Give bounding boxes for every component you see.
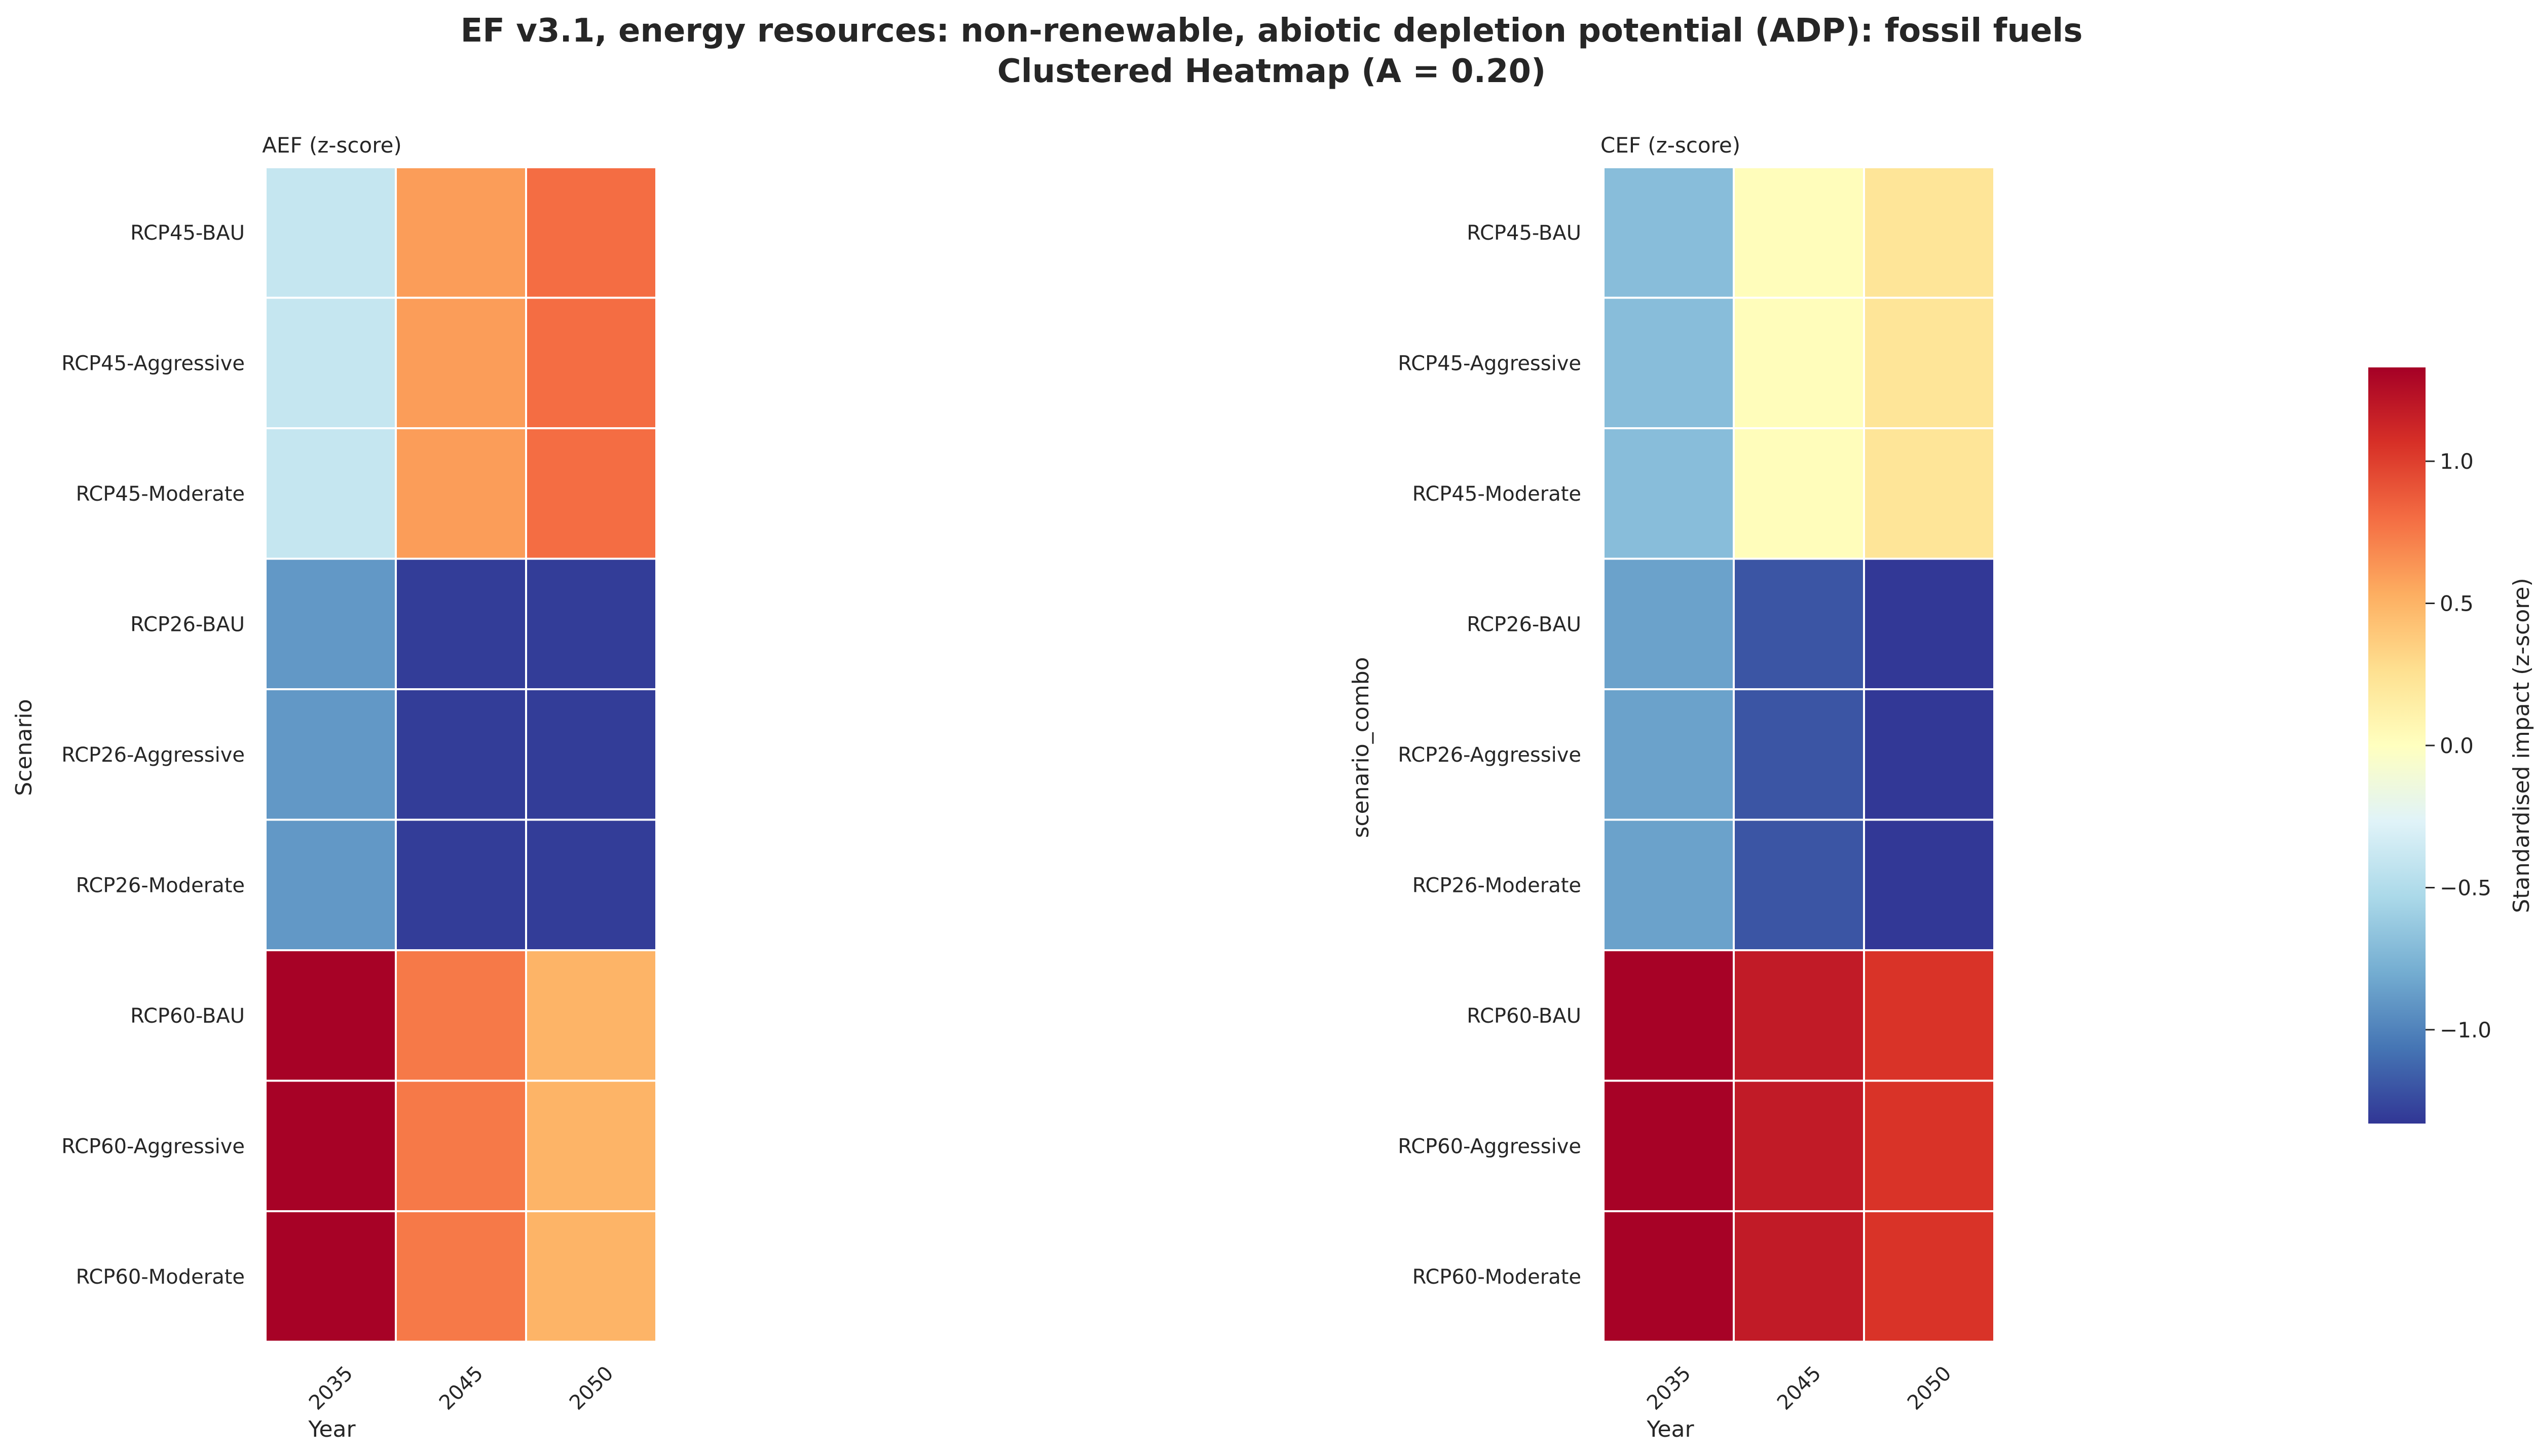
aef-cell-grid xyxy=(265,166,657,1343)
cef-x-axis-label: Year xyxy=(1646,1416,1694,1442)
aef-cell-r7-c2 xyxy=(525,1079,657,1212)
aef-cell-r4-c0 xyxy=(265,688,397,821)
aef-cell-r3-c1 xyxy=(395,557,527,690)
aef-cell-r0-c1 xyxy=(395,166,527,299)
cef-cell-r2-c2 xyxy=(1863,427,1995,560)
aef-heatmap-panel: AEF (z-score) RCP45-BAURCP45-AggressiveR… xyxy=(11,133,657,1442)
cef-cell-r8-c2 xyxy=(1863,1210,1995,1343)
aef-cell-r2-c1 xyxy=(395,427,527,560)
aef-cell-r5-c0 xyxy=(265,818,397,951)
cef-cell-r5-c0 xyxy=(1603,818,1735,951)
aef-cell-r2-c0 xyxy=(265,427,397,560)
cef-row-label: RCP45-BAU xyxy=(1467,221,1581,245)
cef-cell-r4-c0 xyxy=(1603,688,1735,821)
cef-cell-r7-c1 xyxy=(1733,1079,1865,1212)
colorbar-tick-label: 0.5 xyxy=(2440,591,2474,616)
cef-row-label: RCP26-Aggressive xyxy=(1398,743,1581,767)
aef-cell-r4-c2 xyxy=(525,688,657,821)
cef-cell-r5-c1 xyxy=(1733,818,1865,951)
aef-row-label: RCP60-BAU xyxy=(130,1004,245,1028)
cef-cell-r0-c2 xyxy=(1863,166,1995,299)
colorbar: −1.0 −0.5 0.0 0.5 1.0 Standardised impact (z… xyxy=(2368,367,2534,1124)
cef-cell-r6-c1 xyxy=(1733,949,1865,1082)
aef-cell-r2-c2 xyxy=(525,427,657,560)
aef-y-tick-labels: RCP45-BAU RCP45-Aggressive RCP45-Moderate R… xyxy=(61,221,245,1289)
aef-cell-r1-c2 xyxy=(525,296,657,429)
cef-cell-r1-c0 xyxy=(1603,296,1735,429)
cef-row-label: RCP60-Moderate xyxy=(1412,1265,1581,1289)
figure-title-line2: Clustered Heatmap (A = 0.20) xyxy=(997,53,1546,90)
cef-cell-r2-c0 xyxy=(1603,427,1735,560)
cef-cell-r4-c1 xyxy=(1733,688,1865,821)
figure-title-line1: EF v3.1, energy resources: non-renewable… xyxy=(461,12,2083,50)
aef-x-axis-label: Year xyxy=(308,1416,356,1442)
cef-cell-r3-c0 xyxy=(1603,557,1735,690)
aef-cell-r4-c1 xyxy=(395,688,527,821)
cef-cell-r7-c0 xyxy=(1603,1079,1735,1212)
cef-cell-r2-c1 xyxy=(1733,427,1865,560)
aef-cell-r6-c1 xyxy=(395,949,527,1082)
aef-row-label: RCP60-Aggressive xyxy=(61,1135,245,1158)
cef-row-label: RCP45-Moderate xyxy=(1412,482,1581,506)
cef-cell-r3-c2 xyxy=(1863,557,1995,690)
cef-cell-r0-c0 xyxy=(1603,166,1735,299)
aef-row-label: RCP45-BAU xyxy=(130,221,245,245)
cef-cell-grid xyxy=(1603,166,1995,1343)
colorbar-tick-label: 1.0 xyxy=(2440,449,2474,474)
cef-cell-r6-c0 xyxy=(1603,949,1735,1082)
aef-row-label: RCP26-BAU xyxy=(130,613,245,636)
colorbar-tick-label: −0.5 xyxy=(2440,875,2491,900)
cef-cell-r1-c1 xyxy=(1733,296,1865,429)
aef-cell-r6-c0 xyxy=(265,949,397,1082)
cef-y-axis-label: scenario_combo xyxy=(1348,657,1374,838)
aef-cell-r8-c0 xyxy=(265,1210,397,1343)
cef-row-label: RCP45-Aggressive xyxy=(1398,352,1581,375)
aef-cell-r0-c0 xyxy=(265,166,397,299)
aef-y-axis-label: Scenario xyxy=(11,699,37,796)
cef-cell-r8-c1 xyxy=(1733,1210,1865,1343)
cef-row-label: RCP60-BAU xyxy=(1467,1004,1581,1028)
colorbar-gradient xyxy=(2368,367,2426,1124)
aef-cell-r3-c2 xyxy=(525,557,657,690)
aef-cell-r8-c1 xyxy=(395,1210,527,1343)
cef-cell-r0-c1 xyxy=(1733,166,1865,299)
cef-row-label: RCP60-Aggressive xyxy=(1398,1135,1581,1158)
aef-cell-r3-c0 xyxy=(265,557,397,690)
colorbar-label: Standardised impact (z-score) xyxy=(2509,578,2534,913)
cef-row-label: RCP26-Moderate xyxy=(1412,874,1581,897)
aef-row-label: RCP26-Moderate xyxy=(76,874,245,897)
aef-row-label: RCP45-Moderate xyxy=(76,482,245,506)
aef-cell-r7-c0 xyxy=(265,1079,397,1212)
aef-cell-r7-c1 xyxy=(395,1079,527,1212)
colorbar-tick-label: −1.0 xyxy=(2440,1018,2491,1042)
aef-cell-r8-c2 xyxy=(525,1210,657,1343)
cef-cell-r7-c2 xyxy=(1863,1079,1995,1212)
cef-cell-r5-c2 xyxy=(1863,818,1995,951)
cef-cell-r3-c1 xyxy=(1733,557,1865,690)
aef-row-label: RCP26-Aggressive xyxy=(61,743,245,767)
aef-cell-r0-c2 xyxy=(525,166,657,299)
aef-cell-r6-c2 xyxy=(525,949,657,1082)
colorbar-tick-label: 0.0 xyxy=(2440,733,2474,758)
cef-cell-r1-c2 xyxy=(1863,296,1995,429)
aef-row-label: RCP45-Aggressive xyxy=(61,352,245,375)
aef-row-label: RCP60-Moderate xyxy=(76,1265,245,1289)
cef-row-label: RCP26-BAU xyxy=(1467,613,1581,636)
aef-panel-title: AEF (z-score) xyxy=(262,133,402,158)
cef-cell-r8-c0 xyxy=(1603,1210,1735,1343)
aef-cell-r1-c1 xyxy=(395,296,527,429)
aef-cell-r1-c0 xyxy=(265,296,397,429)
cef-cell-r6-c2 xyxy=(1863,949,1995,1082)
cef-y-tick-labels: RCP45-BAU RCP45-Aggressive RCP45-Moderate R… xyxy=(1398,221,1581,1289)
cef-panel-title: CEF (z-score) xyxy=(1600,133,1740,158)
colorbar-ticks: −1.0 −0.5 0.0 0.5 1.0 xyxy=(2426,449,2491,1042)
cef-heatmap-panel: CEF (z-score) RCP45-BAURCP45-AggressiveR… xyxy=(1348,133,1995,1442)
aef-cell-r5-c2 xyxy=(525,818,657,951)
aef-cell-r5-c1 xyxy=(395,818,527,951)
cef-cell-r4-c2 xyxy=(1863,688,1995,821)
